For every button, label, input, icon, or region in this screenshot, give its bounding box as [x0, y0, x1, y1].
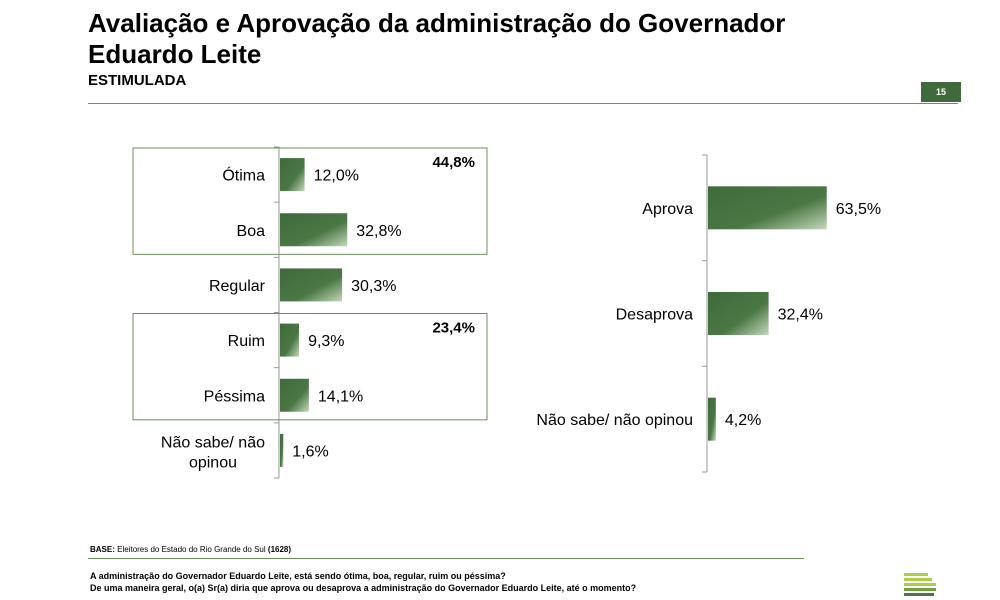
footer-divider	[88, 558, 804, 559]
category-label-nao-sabe-nao-opinou: Não sabe/ não opinou	[536, 412, 693, 429]
category-label-otima: Ótima	[222, 166, 265, 185]
value-label-pessima: 14,1%	[318, 388, 363, 405]
chart-avaliacao: Ótima 12,0% Boa 32,8% Regular 30,3% Ruim 9,3% Pé…	[132, 146, 488, 479]
bar-pessima	[280, 378, 309, 412]
category-label-regular: Regular	[209, 278, 266, 295]
value-label-regular: 30,3%	[351, 278, 396, 295]
bar-nao-sabe-nao-opinou	[280, 433, 284, 467]
question-2: De uma maneira geral, o(a) Sr(a) diria q…	[90, 583, 637, 593]
category-label-nao-sabe-nao-opinou: Não sabe/ não opinou	[161, 434, 265, 471]
group-total-1: 44,8%	[432, 154, 475, 171]
page-number-badge: 15	[921, 82, 961, 102]
bar-desaprova	[708, 292, 769, 335]
category-label-ruim: Ruim	[228, 333, 265, 350]
bar-nao-sabe-nao-opinou	[708, 397, 716, 441]
page-subtitle: ESTIMULADA	[88, 72, 187, 89]
group-box-1	[132, 147, 488, 255]
value-label-nao-sabe-nao-opinou: 1,6%	[292, 443, 328, 460]
category-label-aprova: Aprova	[642, 201, 693, 218]
base-label: BASE:	[90, 545, 115, 554]
base-text: Eleitores do Estado do Rio Grande do Sul	[117, 545, 266, 554]
chart-aprovacao: Aprova 63,5% Desaprova 32,4% Não sabe/ não o…	[536, 154, 881, 473]
category-label-desaprova: Desaprova	[616, 307, 693, 324]
group-total-2: 23,4%	[432, 320, 475, 337]
base-note: BASE: Eleitores do Estado do Rio Grande …	[90, 545, 291, 554]
question-1: A administração do Governador Eduardo Le…	[90, 571, 506, 581]
group-box-2	[132, 313, 488, 421]
bar-regular	[280, 268, 343, 302]
value-label-desaprova: 32,4%	[778, 307, 823, 324]
category-label-boa: Boa	[237, 223, 266, 240]
value-label-otima: 12,0%	[314, 168, 359, 185]
bar-boa	[280, 213, 348, 247]
value-label-nao-sabe-nao-opinou: 4,2%	[725, 412, 761, 429]
value-label-ruim: 9,3%	[308, 333, 344, 350]
page-title: Avaliação e Aprovação da administração d…	[88, 8, 786, 69]
charts-canvas: Ótima 12,0% Boa 32,8% Regular 30,3% Ruim 9,3% Pé…	[132, 146, 881, 479]
bar-aprova	[708, 186, 827, 230]
company-logo-icon	[904, 573, 936, 596]
base-n: (1628)	[267, 545, 292, 554]
header-divider	[88, 103, 958, 104]
category-label-pessima: Péssima	[204, 388, 265, 405]
value-label-aprova: 63,5%	[836, 201, 881, 218]
bar-ruim	[280, 323, 300, 357]
bar-otima	[280, 158, 305, 192]
value-label-boa: 32,8%	[356, 223, 401, 240]
